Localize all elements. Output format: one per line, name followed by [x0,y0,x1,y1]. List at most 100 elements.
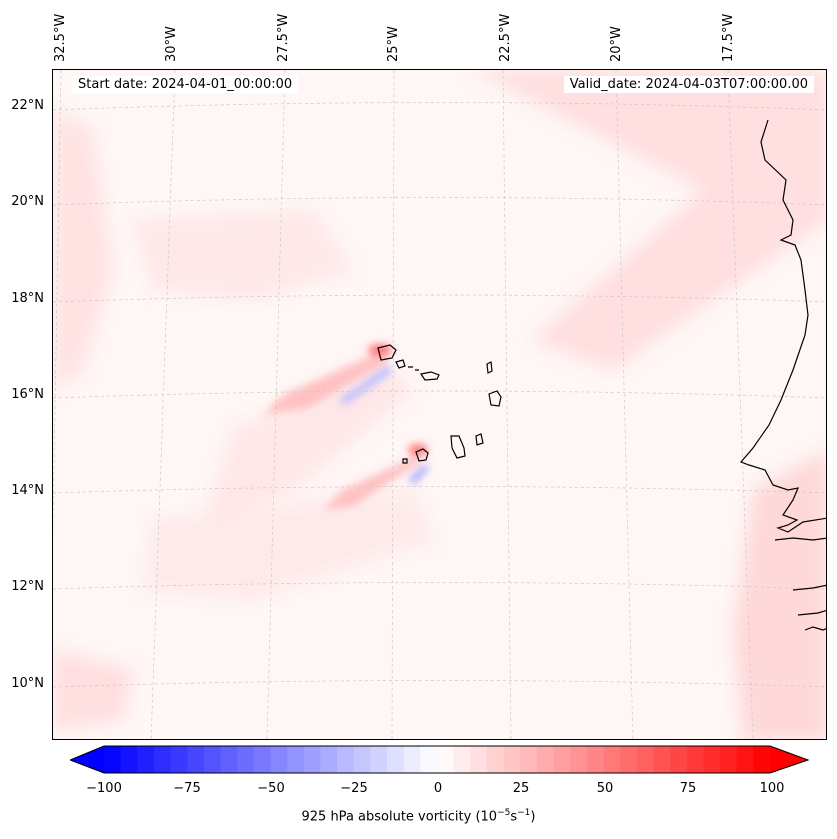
colorbar-outline [68,745,810,774]
colorbar-cell [153,746,172,773]
meridian-22-5w [502,70,512,739]
colorbar-svg [68,745,810,774]
colorbar-cell [287,746,305,773]
cape-verde-sao-vicente [395,359,406,369]
parallel-12n [53,582,826,590]
colorbar-label: 925 hPa absolute vorticity (10−5s−1) [0,808,837,824]
lat-label-12n: 12°N [11,579,44,594]
cape-verde-boa-vista [488,390,502,407]
meridian-25w [391,70,395,739]
parallel-18n [53,294,826,303]
colorbar-cell [270,746,288,773]
lon-label-25w: 25°W [386,26,401,62]
vorticity-band-ne [473,70,826,370]
map-plot-area [52,69,827,740]
colorbar-cell [586,746,604,773]
lon-label-32-5w: 32.5°W [53,13,68,62]
colorbar-label-exp2: −1 [517,808,531,818]
island-wakes [263,344,429,510]
meridian-27-5w [266,70,286,739]
colorbar-cell [403,746,421,773]
colorbar-cell [187,746,205,773]
colorbar-cell [636,746,654,773]
colorbar-cell [387,746,405,773]
wake-south-max [408,444,428,456]
colorbar-cell [303,746,321,773]
parallel-14n [53,486,826,494]
lat-label-10n: 10°N [11,676,44,691]
colorbar-label-suffix: ) [530,809,536,825]
start-date-label: Start date: 2024-04-01_00:00:00 [72,76,299,93]
colorbar-cell [470,746,488,773]
colorbar-cell [120,746,138,773]
colorbar-tick-minus-100: −100 [86,781,122,796]
lat-label-18n: 18°N [11,291,44,306]
lon-label-30w: 30°W [164,26,179,62]
colorbar-cell [437,746,455,773]
map-canvas [53,70,826,739]
parallel-10n [53,680,826,688]
colorbar-tick-minus-25: −25 [340,781,368,796]
valid-date-label: Valid_date: 2024-04-03T07:00:00.00 [563,76,814,93]
colorbar-tick-75: 75 [679,781,697,796]
colorbar-label-exp1: −5 [497,808,511,818]
colorbar-extend-low [70,746,104,773]
cape-verde-santa-luzia [408,366,419,371]
colorbar-cell [603,746,621,773]
colorbar-cell [320,746,338,773]
lat-label-16n: 16°N [11,387,44,402]
graticule [53,70,826,739]
cape-verde-sao-nicolau [420,371,440,381]
colorbar-cell [703,746,721,773]
colorbar-cell [520,746,538,773]
wake-south-positive [323,455,421,510]
colorbar-cell [353,746,371,773]
cape-verde-fogo [415,448,429,462]
colorbar-cell [670,746,688,773]
wake-north-positive [263,350,388,415]
colorbar-tick-minus-50: −50 [257,781,285,796]
vorticity-band-coast [733,451,826,739]
colorbar-cell [237,746,255,773]
colorbar-cell [420,746,438,773]
cape-verde-santiago [450,435,466,459]
vorticity-band-sw [53,650,133,730]
colorbar-cell [753,746,771,773]
wake-north-negative [338,365,393,405]
colorbar [68,745,810,779]
lon-label-27-5w: 27.5°W [276,13,291,62]
wake-north-max [368,344,392,356]
lat-label-20n: 20°N [11,194,44,209]
lon-label-22-5w: 22.5°W [498,13,513,62]
colorbar-cell [253,746,271,773]
meridian-30w [150,70,176,739]
colorbar-tick-50: 50 [596,781,614,796]
colorbar-tick-minus-75: −75 [173,781,201,796]
lat-label-22n: 22°N [11,98,44,113]
colorbar-tick-25: 25 [512,781,530,796]
colorbar-cell [620,746,638,773]
colorbar-tick-0: 0 [433,781,443,796]
colorbar-cell [736,746,754,773]
colorbar-extend-high [770,746,808,773]
colorbar-label-prefix: 925 hPa absolute vorticity (10 [301,809,498,825]
colorbar-cell [137,746,155,773]
colorbar-cell [170,746,188,773]
parallel-20n [53,197,826,206]
colorbar-cell [536,746,555,773]
cape-verde-brava [402,458,408,464]
colorbar-tick-100: 100 [759,781,785,796]
lon-label-20w: 20°W [609,26,624,62]
vorticity-field [53,70,826,739]
colorbar-cell [337,746,355,773]
colorbar-cell [203,746,222,773]
colorbar-label-mid: s [510,809,518,825]
cape-verde-maio [475,433,484,446]
lon-label-17-5w: 17.5°W [721,13,736,62]
colorbar-cell [370,746,388,773]
meridian-20w [615,70,634,739]
africa-coast-bissau [792,584,826,631]
colorbar-cell [220,746,238,773]
parallel-16n [53,390,826,399]
africa-coast-south [774,537,826,541]
